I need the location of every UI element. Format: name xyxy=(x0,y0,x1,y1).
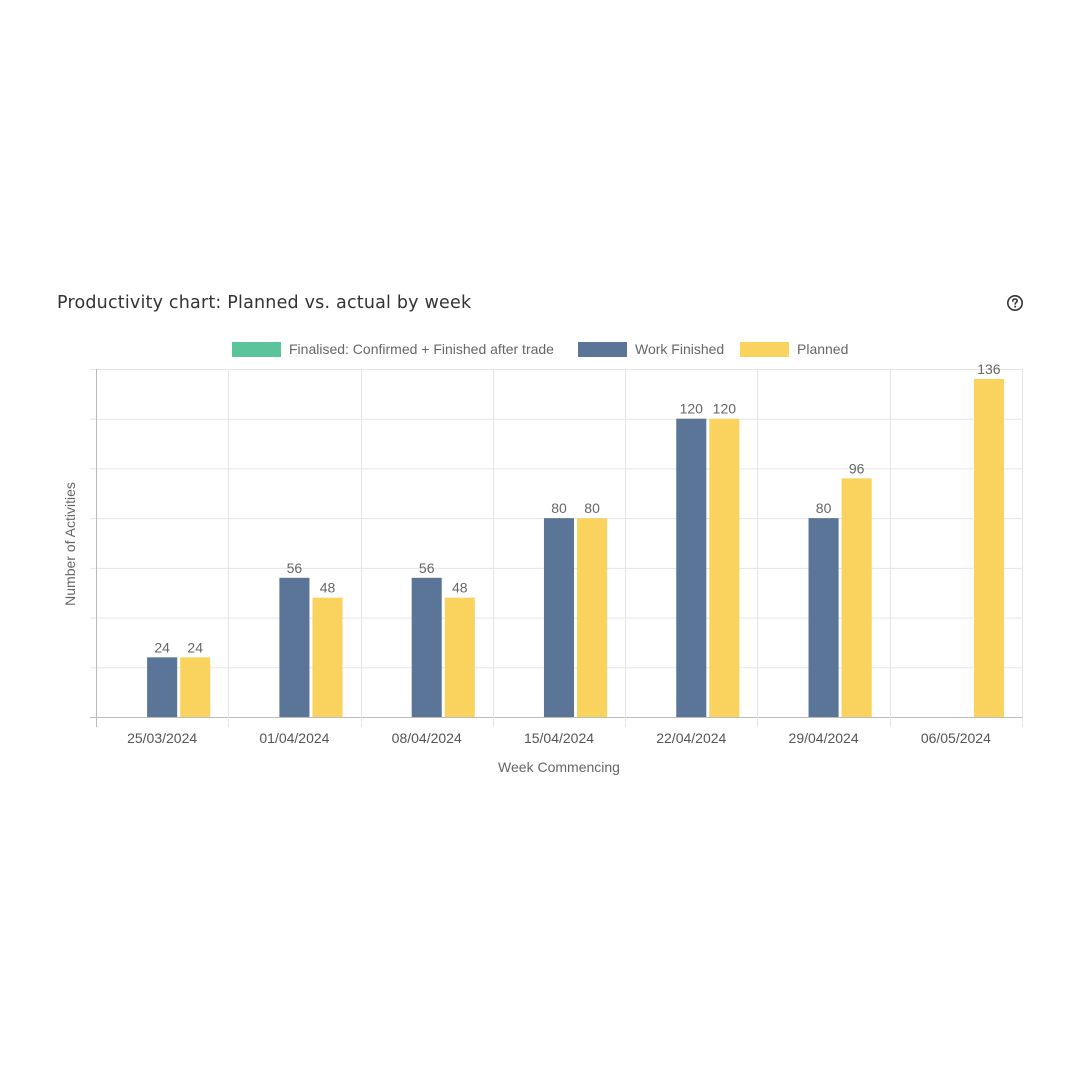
legend-item-planned[interactable]: Planned xyxy=(740,339,848,359)
value-label-planned: 120 xyxy=(713,401,737,417)
value-label-work-finished: 56 xyxy=(287,560,303,576)
x-tick-label: 15/04/2024 xyxy=(524,730,594,746)
bar-work-finished[interactable] xyxy=(279,577,310,717)
bar-planned[interactable] xyxy=(444,597,475,717)
bar-planned[interactable] xyxy=(180,657,211,717)
bar-planned[interactable] xyxy=(709,418,740,717)
chart-legend: Finalised: Confirmed + Finished after tr… xyxy=(0,339,1080,359)
value-labels: 24 24 56 48 56 48 80 80 120 120 80 96 136 xyxy=(154,361,1000,655)
value-label-planned: 80 xyxy=(584,500,600,516)
value-label-work-finished: 24 xyxy=(154,639,170,655)
x-tick-label: 22/04/2024 xyxy=(656,730,726,746)
bars xyxy=(147,378,1004,717)
legend-label-finalised: Finalised: Confirmed + Finished after tr… xyxy=(289,341,554,357)
value-label-planned: 48 xyxy=(320,580,336,596)
value-label-planned: 24 xyxy=(187,639,203,655)
bar-work-finished[interactable] xyxy=(411,577,442,717)
legend-label-planned: Planned xyxy=(797,341,849,357)
y-axis-title: Number of Activities xyxy=(62,482,78,606)
bar-work-finished[interactable] xyxy=(808,518,839,717)
value-label-work-finished: 120 xyxy=(680,401,704,417)
bar-work-finished[interactable] xyxy=(147,657,178,717)
x-tick-label: 29/04/2024 xyxy=(789,730,859,746)
x-tick-label: 08/04/2024 xyxy=(392,730,462,746)
bar-planned[interactable] xyxy=(973,378,1004,717)
value-label-planned: 48 xyxy=(452,580,468,596)
x-tick-label: 01/04/2024 xyxy=(259,730,329,746)
value-label-planned: 136 xyxy=(977,361,1001,377)
value-label-work-finished: 80 xyxy=(816,500,832,516)
x-tick-labels: 25/03/2024 01/04/2024 08/04/2024 15/04/2024… xyxy=(127,730,991,746)
legend-swatch-work-finished xyxy=(578,341,627,357)
x-axis-title: Week Commencing xyxy=(498,759,620,775)
legend-item-finalised[interactable]: Finalised: Confirmed + Finished after tr… xyxy=(232,339,554,359)
bar-planned[interactable] xyxy=(312,597,343,717)
x-tick-label: 25/03/2024 xyxy=(127,730,197,746)
chart-title: Productivity chart: Planned vs. actual b… xyxy=(57,293,472,313)
question-circle-icon[interactable] xyxy=(1006,294,1024,312)
legend-label-work-finished: Work Finished xyxy=(635,341,725,357)
bar-planned[interactable] xyxy=(577,518,608,717)
legend-item-work-finished[interactable]: Work Finished xyxy=(578,339,724,359)
legend-swatch-planned xyxy=(740,341,789,357)
value-label-planned: 96 xyxy=(849,460,865,476)
legend-swatch-finalised xyxy=(232,341,281,357)
x-tick-label: 06/05/2024 xyxy=(921,730,991,746)
bar-work-finished[interactable] xyxy=(543,518,575,717)
bar-planned[interactable] xyxy=(841,478,872,717)
value-label-work-finished: 80 xyxy=(551,500,567,516)
bar-work-finished[interactable] xyxy=(676,418,707,717)
value-label-work-finished: 56 xyxy=(419,560,435,576)
